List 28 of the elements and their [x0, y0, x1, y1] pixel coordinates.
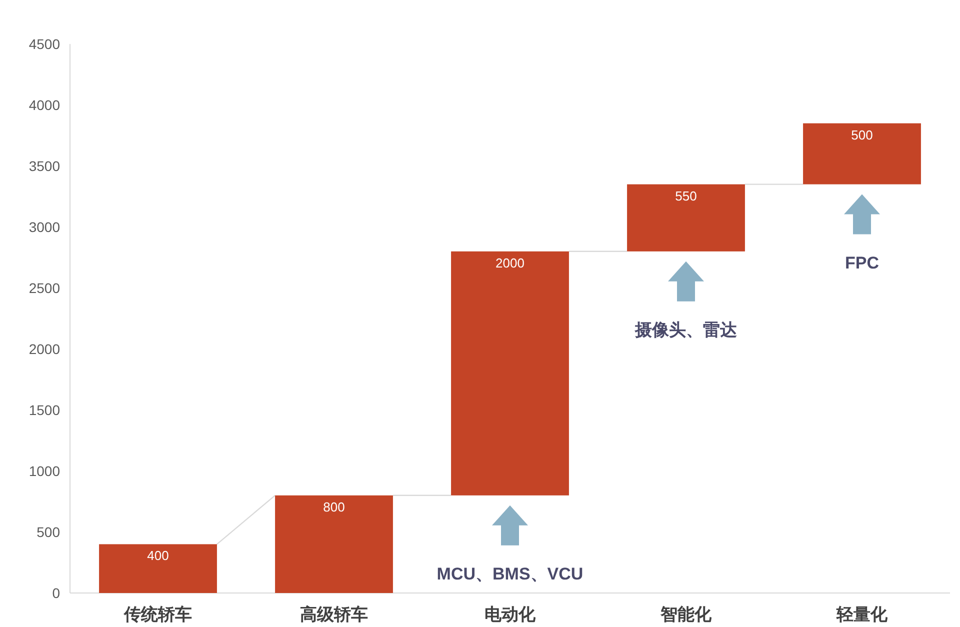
y-tick-label: 2000: [28, 341, 60, 357]
data-label: 500: [851, 127, 873, 142]
y-tick-label: 2500: [28, 280, 60, 296]
data-label: 400: [147, 548, 169, 564]
data-label: 800: [323, 499, 345, 514]
y-tick-label: 4000: [28, 97, 60, 113]
x-tick-label: 传统轿车: [123, 605, 192, 624]
x-tick-label: 智能化: [660, 605, 712, 624]
x-tick-label: 轻量化: [836, 605, 888, 624]
annotation: 摄像头、雷达: [634, 320, 738, 340]
y-tick-label: 3000: [28, 219, 60, 235]
bar: [99, 544, 217, 593]
bar: [451, 251, 569, 496]
annotation: FPC: [845, 253, 879, 272]
y-tick-label: 4500: [28, 36, 60, 52]
bar: [275, 495, 393, 593]
annotation: MCU、BMS、VCU: [436, 564, 584, 584]
y-tick-label: 3500: [28, 158, 60, 174]
data-label: 550: [675, 188, 697, 204]
y-tick-label: 1000: [28, 463, 60, 479]
y-tick-label: 0: [52, 585, 60, 601]
x-tick-label: 电动化: [484, 605, 536, 624]
x-tick-label: 高级轿车: [300, 605, 368, 624]
bar: [627, 184, 745, 252]
data-label: 2000: [496, 255, 524, 270]
bar: [803, 123, 921, 184]
y-tick-label: 1500: [28, 402, 60, 418]
y-tick-label: 500: [36, 524, 60, 540]
